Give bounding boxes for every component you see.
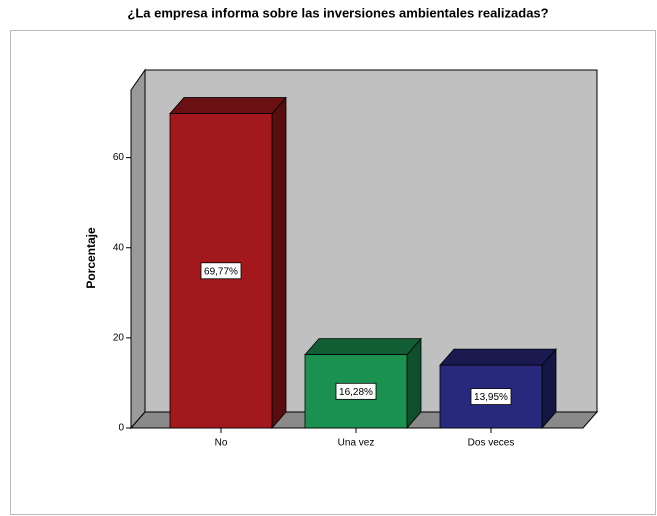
x-tick-label: Una vez [338, 438, 375, 449]
y-tick-label: 0 [118, 423, 124, 434]
bar-side-shade [542, 349, 556, 428]
y-tick-label: 60 [113, 152, 125, 163]
value-label: 16,28% [339, 387, 373, 398]
value-label-box [335, 382, 377, 400]
bar-side-shade [272, 97, 286, 428]
y-axis-label: Porcentaje [84, 227, 98, 289]
side-wall [130, 68, 146, 430]
value-label: 13,95% [474, 392, 508, 403]
value-label-box [470, 388, 512, 405]
bar-side-shade [407, 338, 421, 428]
bar-top-shade [170, 97, 286, 114]
x-tick-label: No [215, 438, 228, 449]
value-label: 69,77% [204, 266, 238, 277]
bar-top-shade [305, 338, 421, 355]
y-tick-label: 20 [113, 333, 125, 344]
y-tick-label: 40 [113, 242, 125, 253]
value-label-box [200, 262, 242, 280]
x-tick-label: Dos veces [468, 438, 515, 449]
bar-top-shade [440, 349, 556, 366]
chart-title: ¿La empresa informa sobre las inversione… [127, 5, 548, 20]
